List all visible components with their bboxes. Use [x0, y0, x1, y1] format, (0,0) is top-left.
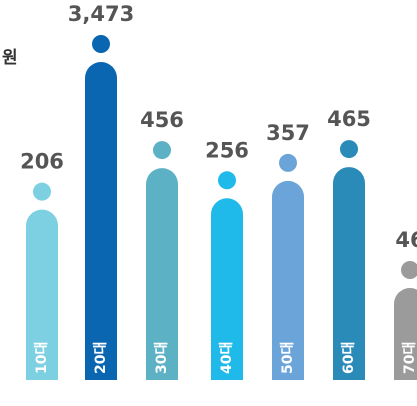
value-label: 256 [205, 138, 249, 162]
bar [26, 209, 58, 380]
bar [146, 168, 178, 380]
bar-dot [153, 141, 171, 160]
bar [211, 198, 243, 380]
value-label: 456 [140, 108, 184, 132]
bar-dot [340, 140, 358, 159]
category-label: 40대 [219, 342, 235, 374]
bar [85, 62, 117, 380]
value-label: 46 [395, 228, 417, 252]
value-label: 357 [266, 121, 310, 145]
bar-dot [401, 261, 417, 279]
bar-dot [218, 171, 236, 190]
category-label: 30대 [154, 342, 170, 374]
bar-dot [33, 182, 51, 201]
bar-dot [92, 35, 110, 53]
category-label: 60대 [341, 342, 357, 374]
category-label: 20대 [93, 342, 109, 374]
bar [394, 288, 417, 380]
bar [272, 180, 304, 380]
bar [333, 167, 365, 380]
category-label: 70대 [402, 342, 417, 374]
value-label: 3,473 [68, 2, 134, 26]
category-label: 10대 [34, 342, 50, 374]
value-label: 465 [327, 107, 371, 131]
category-label: 50대 [280, 342, 296, 374]
value-label: 206 [20, 150, 64, 174]
unit-label: 원 [2, 48, 18, 68]
bar-dot [279, 153, 297, 172]
